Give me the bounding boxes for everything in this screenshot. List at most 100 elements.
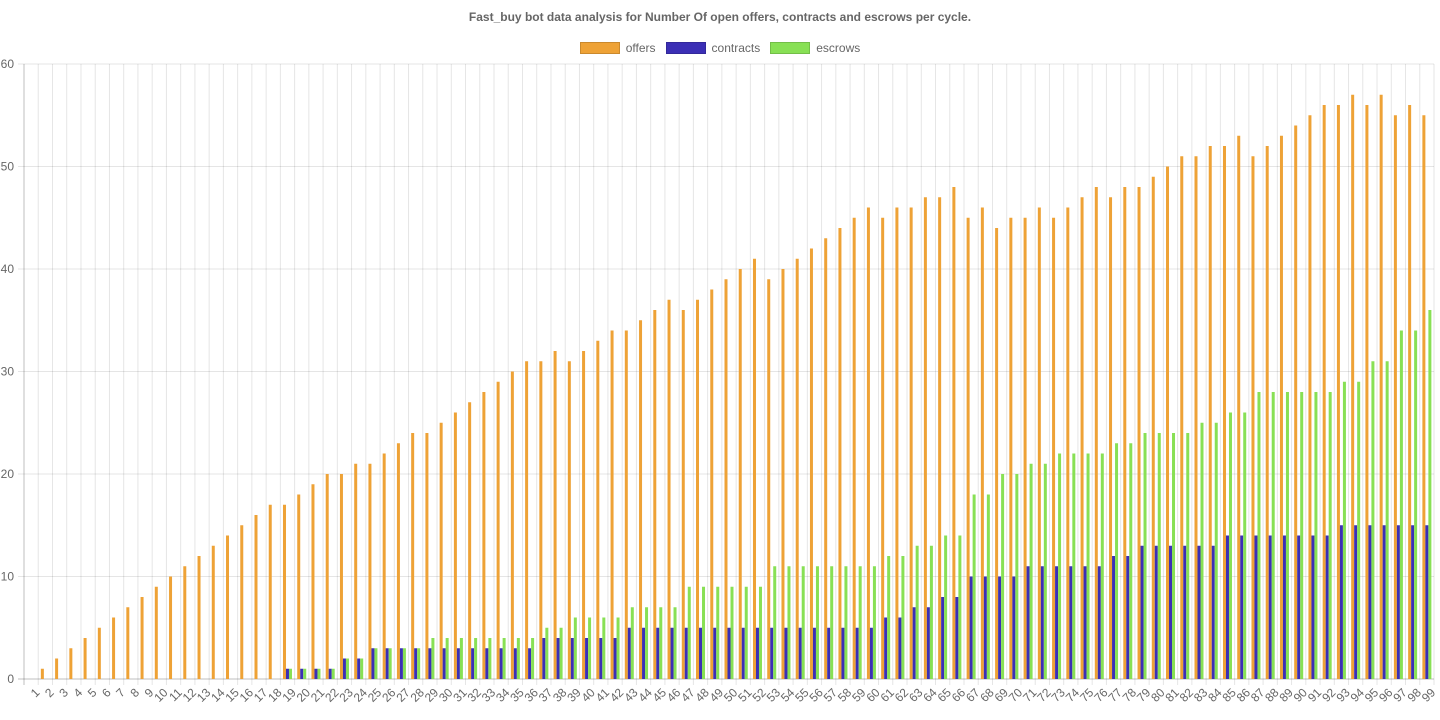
bar-offers	[411, 433, 415, 679]
bar-contracts	[328, 668, 332, 679]
bar-escrows	[1001, 474, 1005, 679]
bar-escrows	[1357, 381, 1361, 679]
bar-contracts	[1040, 566, 1044, 679]
bar-contracts	[1396, 525, 1400, 679]
bar-contracts	[926, 607, 930, 679]
bar-contracts	[1240, 535, 1244, 679]
bar-offers	[624, 330, 628, 679]
bar-contracts	[1268, 535, 1272, 679]
bar-contracts	[556, 638, 560, 679]
bar-contracts	[955, 597, 959, 679]
legend-swatch-escrows	[770, 42, 811, 54]
bar-offers	[767, 279, 771, 679]
bar-offers	[496, 381, 500, 679]
bar-escrows	[303, 668, 307, 679]
bar-offers	[468, 402, 472, 679]
bar-escrows	[1157, 433, 1161, 679]
bar-offers	[211, 545, 215, 679]
bar-offers	[582, 351, 586, 679]
bar-offers	[69, 648, 73, 679]
legend-item-offers[interactable]: offers	[579, 41, 656, 55]
bar-contracts	[969, 576, 973, 679]
bar-escrows	[1115, 443, 1119, 679]
bar-escrows	[645, 607, 649, 679]
bar-escrows	[830, 566, 834, 679]
bar-escrows	[445, 638, 449, 679]
bar-contracts	[1126, 556, 1130, 679]
bar-offers	[1308, 115, 1312, 679]
bar-contracts	[1140, 545, 1144, 679]
bar-offers	[1422, 115, 1426, 679]
bar-escrows	[488, 638, 492, 679]
bar-escrows	[901, 556, 905, 679]
bar-escrows	[559, 627, 563, 679]
bar-contracts	[1055, 566, 1059, 679]
chart-title: Fast_buy bot data analysis for Number Of…	[468, 10, 972, 24]
bar-escrows	[1328, 392, 1332, 679]
x-tick-label: 99	[1419, 685, 1439, 705]
bar-offers	[681, 310, 685, 679]
bar-contracts	[699, 627, 703, 679]
bar-escrows	[1072, 453, 1076, 679]
bar-contracts	[1368, 525, 1372, 679]
bar-contracts	[300, 668, 304, 679]
bar-escrows	[474, 638, 478, 679]
bar-escrows	[929, 545, 933, 679]
bar-contracts	[912, 607, 916, 679]
bar-escrows	[944, 535, 948, 679]
bar-offers	[1180, 156, 1184, 679]
bar-escrows	[972, 494, 976, 679]
bar-offers	[525, 361, 529, 679]
bar-contracts	[1325, 535, 1329, 679]
bar-escrows	[1200, 422, 1204, 679]
bar-offers	[1166, 166, 1170, 679]
bar-offers	[169, 576, 173, 679]
legend-item-escrows[interactable]: escrows	[770, 41, 860, 55]
bar-escrows	[1271, 392, 1275, 679]
bar-offers	[724, 279, 728, 679]
bar-contracts	[428, 648, 432, 679]
bar-offers	[667, 299, 671, 679]
bar-offers	[325, 474, 329, 679]
bar-contracts	[983, 576, 987, 679]
bar-offers	[254, 515, 258, 679]
bar-offers	[1194, 156, 1198, 679]
bar-contracts	[585, 638, 589, 679]
bar-contracts	[998, 576, 1002, 679]
bar-offers	[809, 248, 813, 679]
bar-escrows	[1243, 412, 1247, 679]
bar-escrows	[360, 658, 364, 679]
bar-escrows	[758, 586, 762, 679]
bar-contracts	[371, 648, 375, 679]
legend-item-contracts[interactable]: contracts	[665, 41, 761, 55]
bar-contracts	[869, 627, 873, 679]
bar-contracts	[1354, 525, 1358, 679]
bar-contracts	[642, 627, 646, 679]
bar-escrows	[616, 617, 620, 679]
bar-offers	[1023, 217, 1027, 679]
bar-contracts	[499, 648, 503, 679]
bar-escrows	[1371, 361, 1375, 679]
bar-contracts	[342, 658, 346, 679]
x-tick-label: 6	[99, 685, 114, 700]
bar-offers	[866, 207, 870, 679]
y-tick-label: 30	[1, 365, 15, 379]
bar-escrows	[915, 545, 919, 679]
legend-label-contracts: contracts	[711, 41, 761, 55]
bar-offers	[1123, 187, 1127, 679]
bar-escrows	[545, 627, 549, 679]
bar-contracts	[314, 668, 318, 679]
bar-escrows	[673, 607, 677, 679]
bar-escrows	[1228, 412, 1232, 679]
bar-contracts	[1211, 545, 1215, 679]
bar-contracts	[941, 597, 945, 679]
y-tick-label: 60	[1, 57, 15, 71]
bar-escrows	[1058, 453, 1062, 679]
bar-offers	[1037, 207, 1041, 679]
bar-offers	[610, 330, 614, 679]
bar-escrows	[345, 658, 349, 679]
bar-contracts	[1282, 535, 1286, 679]
bar-contracts	[1112, 556, 1116, 679]
bar-escrows	[787, 566, 791, 679]
bar-offers	[1393, 115, 1397, 679]
